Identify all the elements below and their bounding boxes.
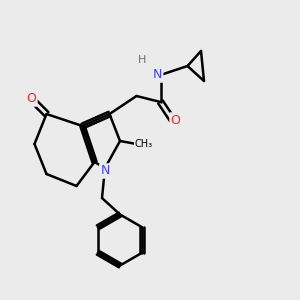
Text: O: O <box>171 113 180 127</box>
Text: H: H <box>138 55 147 65</box>
Text: N: N <box>153 68 162 82</box>
Text: CH₃: CH₃ <box>135 139 153 149</box>
Text: O: O <box>27 92 36 106</box>
Text: N: N <box>100 164 110 178</box>
